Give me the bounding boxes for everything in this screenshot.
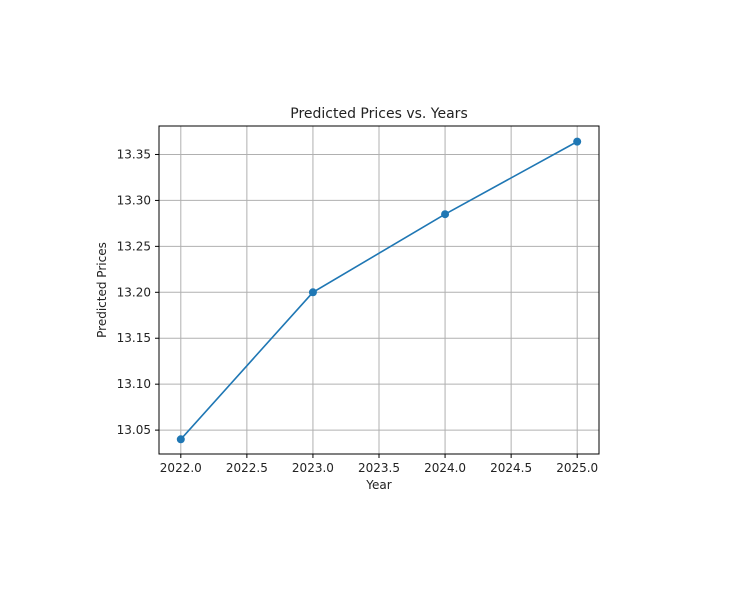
y-tick-label: 13.35 <box>117 147 151 161</box>
y-tick-label: 13.20 <box>117 285 151 299</box>
x-tick-label: 2024.5 <box>490 461 532 475</box>
y-tick-label: 13.25 <box>117 239 151 253</box>
x-tick-label: 2023.0 <box>292 461 334 475</box>
y-tick-label: 13.05 <box>117 423 151 437</box>
y-tick-label: 13.15 <box>117 331 151 345</box>
x-tick-label: 2022.5 <box>226 461 268 475</box>
series-line <box>180 140 578 440</box>
x-axis-label: Year <box>365 478 391 492</box>
y-tick-label: 13.10 <box>117 377 151 391</box>
x-tick-label: 2022.0 <box>160 461 202 475</box>
data-point <box>308 288 317 297</box>
x-tick-label: 2024.0 <box>424 461 466 475</box>
chart-title: Predicted Prices vs. Years <box>290 106 467 122</box>
x-axis: 2022.0 2022.5 2023.0 2023.5 2024.0 2024.5 2025… <box>160 454 598 475</box>
y-axis-label: Predicted Prices <box>95 242 109 338</box>
grid <box>159 126 599 454</box>
y-tick-label: 13.30 <box>117 193 151 207</box>
data-point <box>573 137 582 146</box>
data-point <box>176 435 185 444</box>
y-axis: 13.05 13.10 13.15 13.20 13.25 13.30 13.35 <box>117 147 159 437</box>
x-tick-label: 2023.5 <box>358 461 400 475</box>
series-layer <box>176 137 582 444</box>
data-point <box>441 210 450 219</box>
x-tick-label: 2025.0 <box>556 461 598 475</box>
